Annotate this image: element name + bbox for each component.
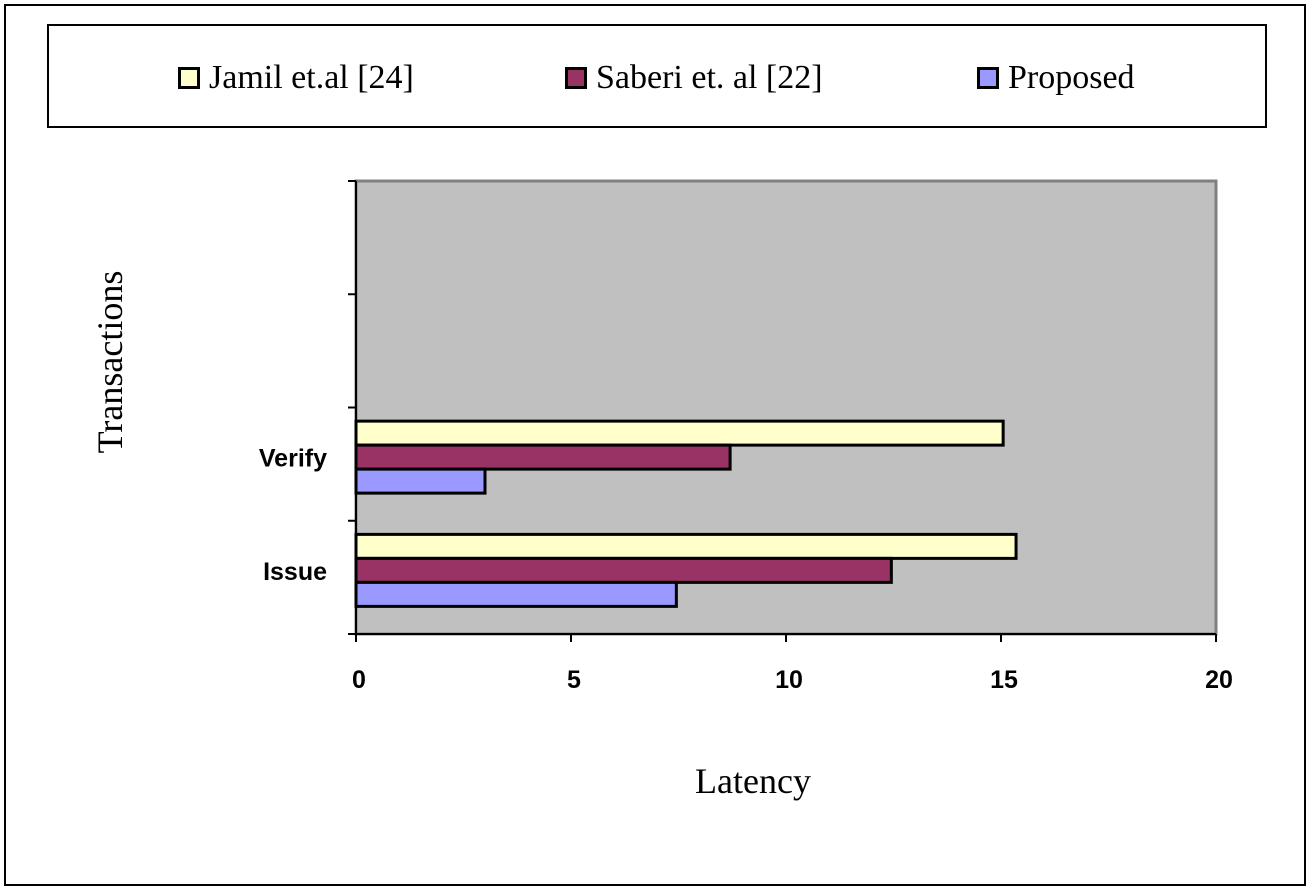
legend-swatch-jamil [178,67,200,89]
legend [47,24,1267,128]
y-axis-title: Transactions [90,271,130,454]
y-tick-label: Verify [259,445,327,473]
x-tick-label: 0 [352,666,366,694]
legend-item-jamil: Jamil et.al [24] [178,58,414,98]
x-tick-label: 20 [1205,666,1233,694]
legend-swatch-proposed [977,67,999,89]
x-tick-label: 10 [775,666,803,694]
legend-swatch-saberi [565,67,587,89]
legend-item-saberi: Saberi et. al [22] [565,58,823,98]
bar-verify-0 [354,419,1005,447]
bar-verify-1 [354,443,732,471]
bar-issue-0 [354,532,1018,560]
x-tick-label: 15 [990,666,1018,694]
legend-label-proposed: Proposed [1008,59,1135,96]
bar-verify-2 [354,467,487,495]
bar-issue-2 [354,580,678,608]
legend-label-saberi: Saberi et. al [22] [596,59,823,96]
legend-item-proposed: Proposed [977,58,1135,98]
legend-label-jamil: Jamil et.al [24] [209,59,414,96]
x-axis-title: Latency [695,761,811,801]
bar-issue-1 [354,556,893,584]
y-tick-label: Issue [263,558,327,586]
x-tick-label: 5 [567,666,581,694]
